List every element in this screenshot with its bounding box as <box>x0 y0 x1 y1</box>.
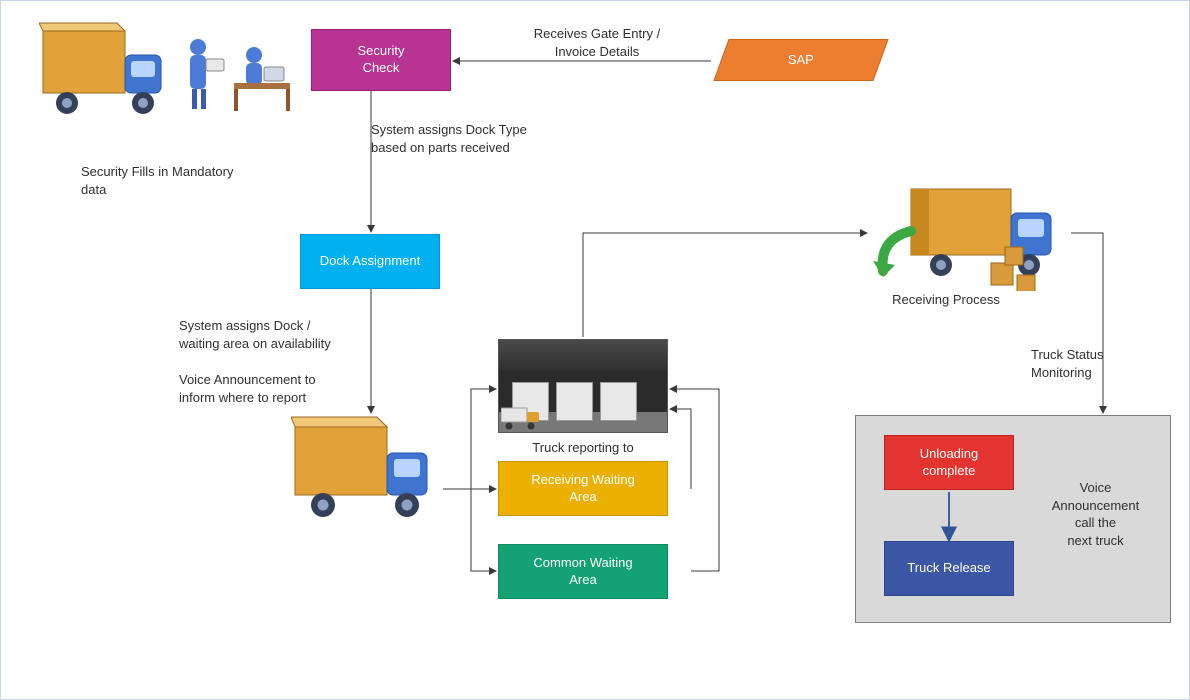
label-text: System assigns Dock /waiting area on ava… <box>179 318 331 351</box>
truck-icon <box>39 21 174 121</box>
label-gate-entry: Receives Gate Entry /Invoice Details <box>497 25 697 60</box>
label-truck-status: Truck StatusMonitoring <box>1031 346 1181 381</box>
label-text: Truck reporting to <box>532 440 633 455</box>
node-label: Receiving WaitingArea <box>531 472 635 506</box>
label-text: Truck StatusMonitoring <box>1031 347 1103 380</box>
label-voice-inform: Voice Announcement toinform where to rep… <box>179 371 419 406</box>
node-security-check: SecurityCheck <box>311 29 451 91</box>
truck-unload-icon <box>861 179 1071 291</box>
node-unloading-complete: Unloadingcomplete <box>884 435 1014 490</box>
label-text: System assigns Dock Typebased on parts r… <box>371 122 527 155</box>
label-text: Receives Gate Entry /Invoice Details <box>534 26 660 59</box>
label-text: Security Fills in Mandatorydata <box>81 164 233 197</box>
label-security-fills: Security Fills in Mandatorydata <box>81 163 301 198</box>
node-label: Common WaitingArea <box>533 555 632 589</box>
node-receiving-waiting-area: Receiving WaitingArea <box>498 461 668 516</box>
node-label: SecurityCheck <box>358 43 405 77</box>
label-text: Voice Announcement toinform where to rep… <box>179 372 316 405</box>
label-text: VoiceAnnouncementcall thenext truck <box>1052 480 1139 548</box>
flowchart-canvas: SecurityCheck SAP Dock Assignment Receiv… <box>0 0 1190 700</box>
node-truck-release: Truck Release <box>884 541 1014 596</box>
node-common-waiting-area: Common WaitingArea <box>498 544 668 599</box>
node-sap: SAP <box>713 39 888 81</box>
dock-image-icon <box>498 339 668 433</box>
label-dock-type: System assigns Dock Typebased on parts r… <box>371 121 591 156</box>
node-label: Dock Assignment <box>320 253 420 270</box>
security-people-icon <box>176 35 296 115</box>
node-label: Unloadingcomplete <box>920 446 979 480</box>
label-truck-reporting: Truck reporting to <box>498 439 668 457</box>
label-text: Receiving Process <box>892 292 1000 307</box>
label-voice-next: VoiceAnnouncementcall thenext truck <box>1033 479 1158 549</box>
label-receiving-process: Receiving Process <box>861 291 1031 309</box>
node-label: Truck Release <box>907 560 990 577</box>
label-dock-availability: System assigns Dock /waiting area on ava… <box>179 317 419 352</box>
node-label: SAP <box>788 52 814 69</box>
node-dock-assignment: Dock Assignment <box>300 234 440 289</box>
truck-icon <box>291 415 441 523</box>
small-truck-icon <box>501 406 543 430</box>
